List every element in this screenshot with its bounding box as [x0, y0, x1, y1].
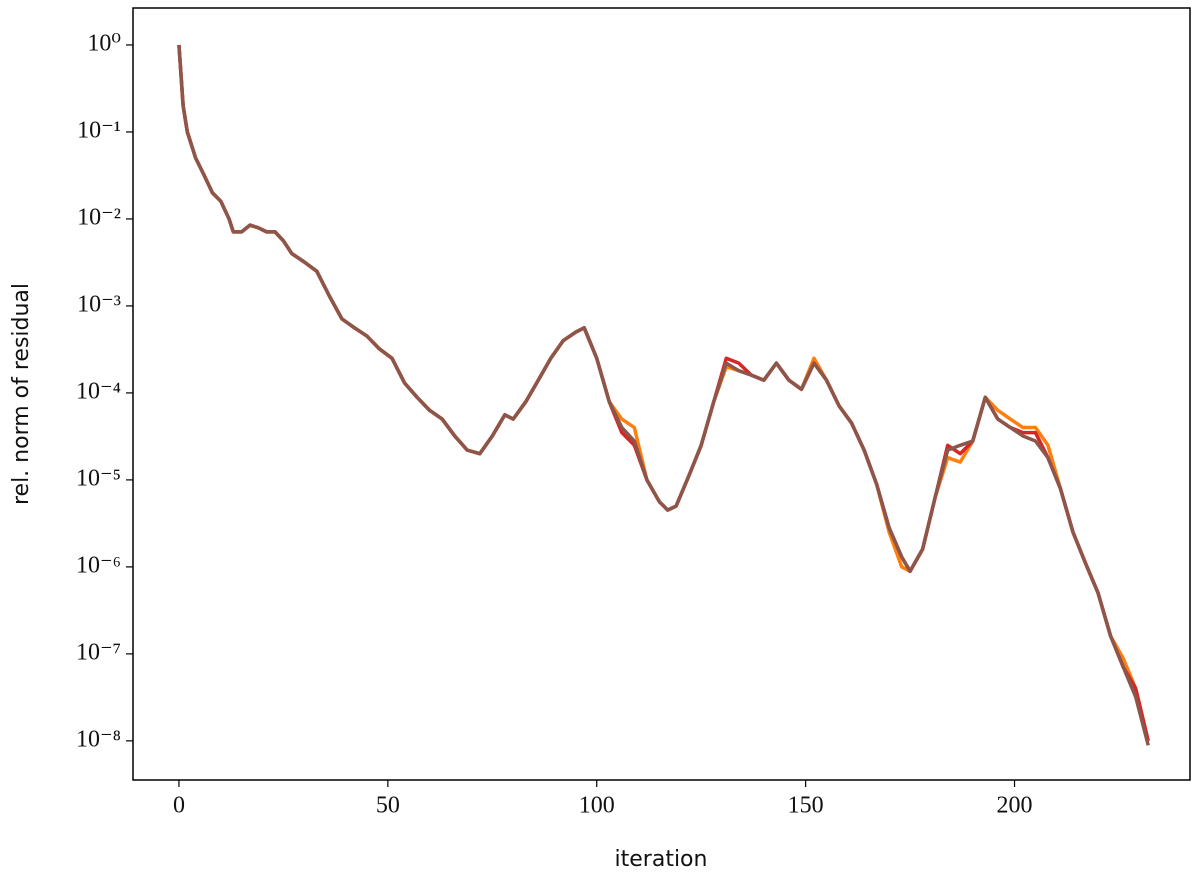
x-tick-label: 50	[376, 793, 400, 819]
series-line	[177, 44, 1150, 742]
y-tick-label: 10⁻⁶	[76, 552, 121, 578]
series-line	[177, 44, 1150, 742]
x-tick-label: 0	[173, 793, 185, 819]
y-tick-label: 10⁻²	[77, 204, 121, 230]
y-tick-label: 10⁻⁴	[76, 378, 121, 404]
x-tick-label: 200	[997, 793, 1033, 819]
x-tick-label: 150	[788, 793, 824, 819]
x-tick-label: 100	[579, 793, 615, 819]
x-axis-label: iteration	[615, 847, 708, 872]
series-line	[177, 44, 1150, 746]
y-tick-label: 10⁻⁷	[76, 639, 121, 665]
y-tick-label: 10⁻⁵	[76, 465, 121, 491]
y-axis-label: rel. norm of residual	[9, 283, 34, 505]
y-tick-label: 10⁻¹	[77, 117, 121, 143]
plot-frame	[132, 7, 1191, 781]
y-tick-label: 10⁻⁸	[76, 726, 121, 752]
y-tick-label: 10⁰	[87, 30, 121, 56]
y-tick-label: 10⁻³	[77, 291, 121, 317]
